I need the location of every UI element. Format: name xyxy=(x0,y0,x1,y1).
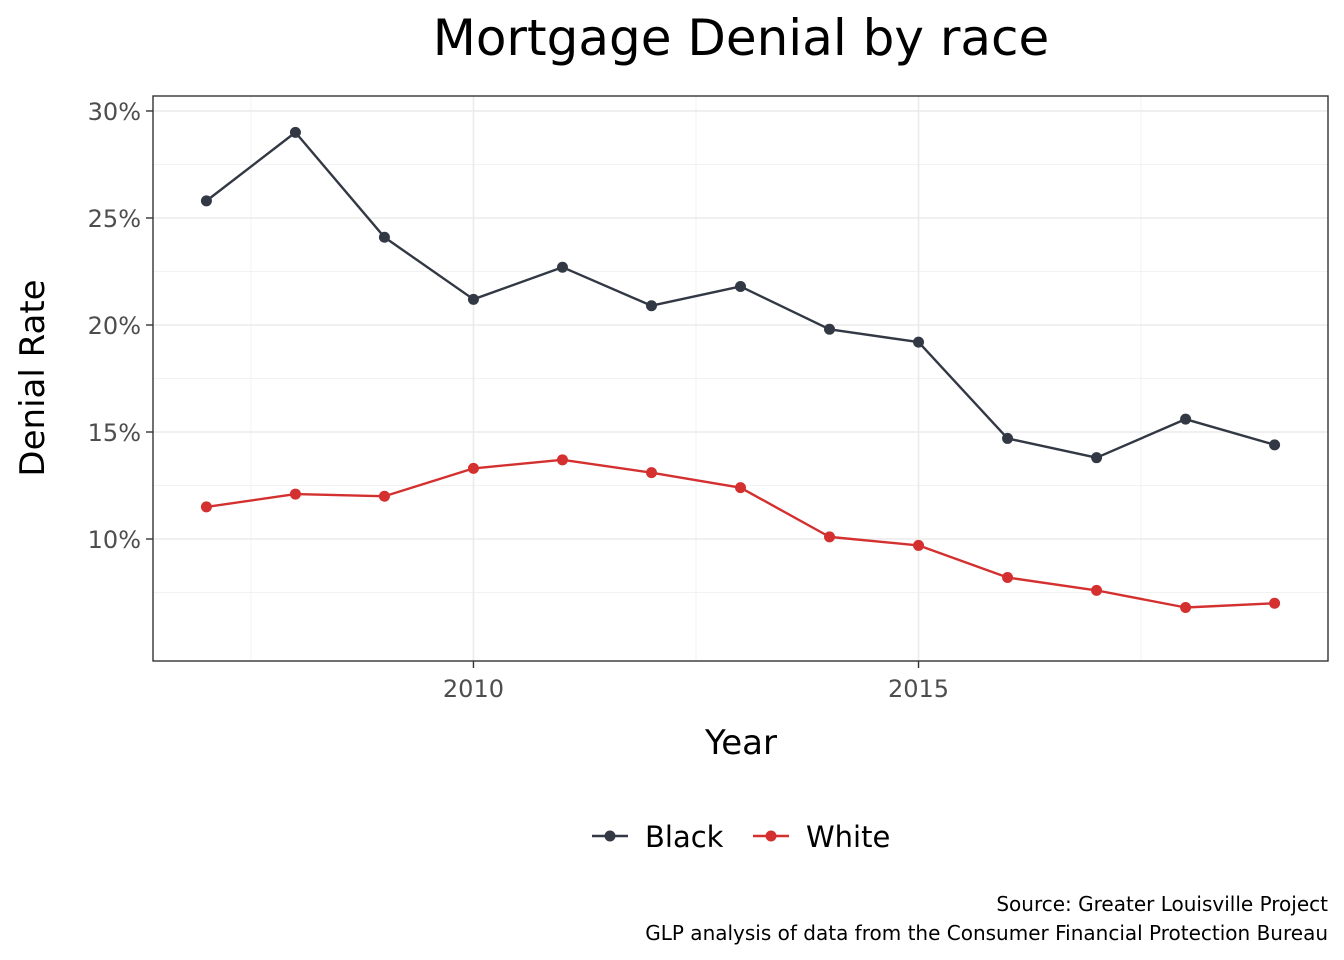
data-point-black xyxy=(289,126,301,138)
series-white xyxy=(200,454,1281,613)
data-point-white xyxy=(824,531,836,543)
data-point-black xyxy=(1180,413,1192,425)
data-point-black xyxy=(1002,432,1014,444)
data-point-white xyxy=(1002,572,1014,584)
caption-source: Source: Greater Louisville Project xyxy=(996,892,1328,916)
data-point-white xyxy=(735,482,746,494)
legend-label-black: Black xyxy=(645,820,724,854)
x-tick-label: 2010 xyxy=(443,675,504,703)
data-point-black xyxy=(556,261,568,273)
data-point-black xyxy=(645,300,657,312)
data-point-white xyxy=(1091,584,1103,596)
data-point-black xyxy=(913,336,925,348)
y-axis-title: Denial Rate xyxy=(13,279,53,476)
y-tick-label: 25% xyxy=(88,205,141,233)
y-tick-label: 20% xyxy=(88,312,141,340)
data-point-white xyxy=(645,467,657,479)
axes: 10% 15% 20% 25% 30% 2010 2015 xyxy=(88,98,949,703)
data-point-white xyxy=(1269,597,1281,609)
x-axis-title: Year xyxy=(704,723,777,763)
legend-key-point-black xyxy=(604,830,616,842)
caption-analysis: GLP analysis of data from the Consumer F… xyxy=(645,921,1328,945)
legend-item-white: White xyxy=(753,820,890,854)
y-tick-label: 10% xyxy=(88,526,141,554)
y-tick-label: 15% xyxy=(88,419,141,447)
grid xyxy=(153,96,1328,661)
legend-key-point-white xyxy=(765,830,777,842)
x-tick-label: 2015 xyxy=(888,675,949,703)
data-point-white xyxy=(556,454,568,466)
data-point-black xyxy=(1091,452,1103,464)
data-point-black xyxy=(824,323,836,335)
data-point-white xyxy=(467,462,479,474)
legend: Black White xyxy=(592,820,890,854)
data-point-white xyxy=(1180,601,1192,613)
series-black xyxy=(200,126,1281,464)
legend-label-white: White xyxy=(806,820,890,854)
data-point-white xyxy=(200,501,212,513)
legend-item-black: Black xyxy=(592,820,724,854)
data-point-black xyxy=(378,231,390,243)
plot-border xyxy=(152,95,1329,662)
y-tick-label: 30% xyxy=(88,98,141,126)
data-point-black xyxy=(1269,439,1281,451)
data-point-black xyxy=(735,280,746,292)
series-layer xyxy=(200,126,1281,613)
chart-title: Mortgage Denial by race xyxy=(433,9,1050,67)
data-point-white xyxy=(378,490,390,502)
data-point-white xyxy=(289,488,301,500)
data-point-white xyxy=(913,539,925,551)
data-point-black xyxy=(200,195,212,207)
data-point-black xyxy=(467,293,479,305)
